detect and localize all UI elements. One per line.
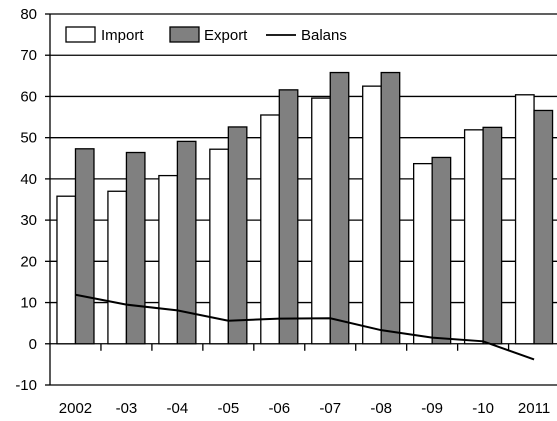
y-tick-label: 30 [20,212,37,229]
x-tick-label: -08 [370,400,392,417]
export-bar [75,149,94,344]
x-tick-label: -07 [319,400,341,417]
export-bar [330,73,349,344]
export-bar [432,157,451,343]
x-tick-labels: 2002 -03 -04 -05 -06 -07 -08 -09 -10 2011 [59,400,550,417]
legend-label-balans: Balans [301,27,347,44]
x-tick-label: -03 [116,400,138,417]
x-tick-label: -10 [472,400,494,417]
y-tick-label: 0 [29,336,37,353]
export-bar [381,73,400,344]
import-bar [57,196,75,344]
y-tick-label: 40 [20,171,37,188]
y-tick-label: 20 [20,253,37,270]
legend: Import Export Balans [57,21,362,48]
x-tick-label: -04 [167,400,189,417]
y-tick-label: 10 [20,295,37,312]
export-bar [534,110,553,343]
import-bar [159,176,178,344]
import-bar [363,86,382,344]
import-bar [465,130,484,344]
y-tick-label: 70 [20,47,37,64]
y-tick-label: 50 [20,130,37,147]
import-bar [261,115,280,344]
y-tick-label: -10 [15,377,37,394]
x-tick-label: 2011 [518,400,550,417]
y-tick-labels: -10 0 10 20 30 40 50 60 70 80 [15,6,37,394]
x-tick-label: -05 [217,400,239,417]
y-tick-label: 60 [20,88,37,105]
x-tick-label: -06 [268,400,290,417]
legend-swatch-import [66,27,95,42]
import-bar [312,98,331,344]
import-bar [210,149,229,344]
export-bar [228,127,247,344]
import-bar [108,191,127,344]
import-bar [516,95,535,344]
x-tick-label: 2002 [59,400,92,417]
export-bar [483,127,502,343]
export-bar [279,90,298,344]
import-bar [414,164,433,344]
export-bar [126,153,145,344]
x-tick-label: -09 [421,400,443,417]
legend-label-import: Import [101,27,144,44]
y-tick-label: 80 [20,6,37,23]
legend-label-export: Export [204,27,248,44]
legend-swatch-export [170,27,199,42]
